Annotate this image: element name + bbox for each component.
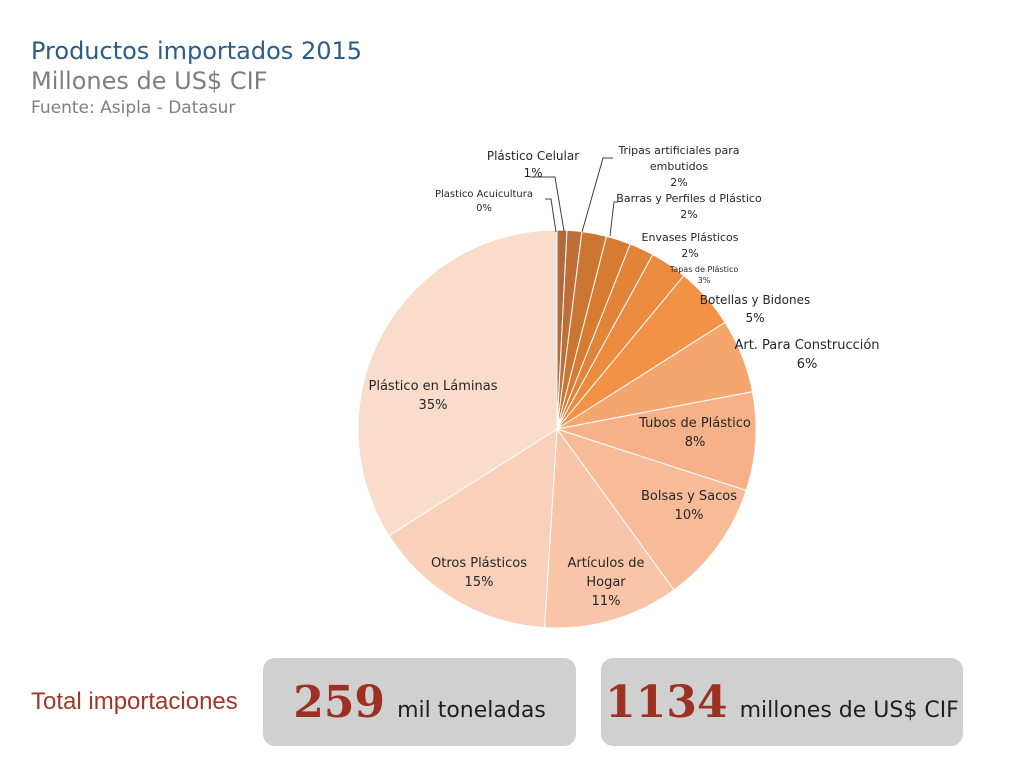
leader-line-4	[609, 201, 618, 237]
slice-label-6: Tapas de Plástico 3%	[669, 265, 739, 285]
pie-slice-12	[388, 428, 558, 629]
pie-slice-11	[543, 427, 675, 629]
tons-box: 259 mil toneladas	[263, 658, 576, 746]
pie-chart: Plastico Acuicultura 0% Plástico Celular 1%…	[357, 144, 880, 629]
slice-label-12: Otros Plásticos 15%	[431, 556, 527, 590]
slice-label-9: Tubos de Plástico 8%	[638, 416, 751, 450]
usd-box: 1134 millones de US$ CIF	[601, 658, 963, 746]
pie-slice-10	[555, 428, 747, 591]
source-note: Fuente: Asipla - Datasur	[31, 98, 236, 118]
slice-label-3: Tripas artificiales para embutidos 2%	[617, 144, 739, 189]
leader-line-2	[530, 176, 565, 232]
slice-label-10: Bolsas y Sacos 10%	[641, 489, 737, 523]
title-block: Productos importados 2015 Millones de US…	[31, 36, 362, 120]
slice-label-7: Botellas y Bidones 5%	[700, 293, 810, 325]
pie-slice-9	[556, 391, 757, 492]
slice-label-2: Plástico Celular 1%	[487, 149, 579, 180]
usd-unit: millones de US$ CIF	[739, 697, 959, 723]
slice-label-4: Barras y Perfiles d Plástico 2%	[616, 192, 762, 221]
page-title: Productos importados 2015	[31, 37, 363, 65]
slice-label-13: Plástico en Láminas 35%	[369, 379, 498, 413]
page-subtitle: Millones de US$ CIF	[31, 67, 268, 95]
pie-slice-13	[357, 229, 558, 537]
usd-value: 1134	[605, 676, 728, 728]
total-imports-label: Total importaciones	[31, 688, 238, 715]
leader-line-1	[545, 198, 557, 233]
slice-label-5: Envases Plásticos 2%	[642, 231, 739, 260]
tons-unit: mil toneladas	[397, 697, 546, 723]
leader-line-3	[581, 157, 613, 233]
tons-value: 259	[293, 676, 386, 728]
slice-label-11: Artículos de Hogar 11%	[567, 556, 644, 609]
slice-label-8: Art. Para Construcción 6%	[734, 338, 879, 372]
slice-label-1: Plastico Acuicultura 0%	[435, 189, 533, 214]
